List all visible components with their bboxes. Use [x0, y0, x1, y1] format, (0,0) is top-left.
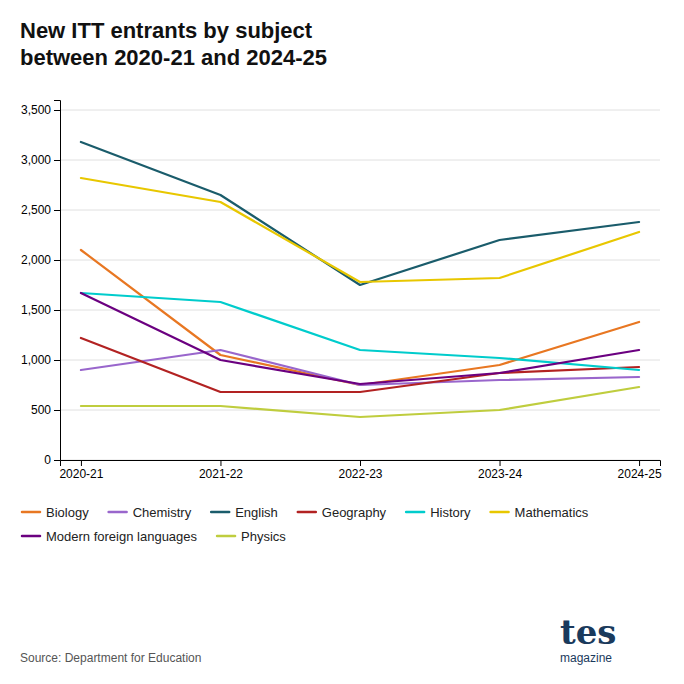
y-tick: 1,500 — [21, 303, 60, 317]
legend-item: Chemistry — [109, 505, 192, 520]
series-line — [81, 350, 639, 385]
grid-line — [60, 310, 660, 311]
y-tick-mark — [54, 260, 60, 261]
x-tick-label: 2022-23 — [338, 467, 382, 481]
series-line — [81, 293, 639, 384]
legend-item: Modern foreign languages — [22, 529, 198, 544]
legend: Biology Chemistry English Geography History M… — [22, 505, 589, 544]
x-tick: 2020-21 — [59, 460, 103, 481]
x-tick-label: 2023-24 — [478, 467, 522, 481]
grid-line — [60, 110, 660, 111]
x-tick-label: 2020-21 — [59, 467, 103, 481]
legend-swatch — [22, 535, 40, 538]
legend-swatch — [211, 511, 229, 514]
y-tick-mark — [54, 410, 60, 411]
y-tick-mark — [54, 110, 60, 111]
legend-item: Geography — [298, 505, 387, 520]
legend-label: Mathematics — [515, 505, 589, 520]
y-tick-label: 2,000 — [21, 253, 51, 267]
legend-swatch — [298, 511, 316, 514]
y-tick-mark — [54, 160, 60, 161]
legend-item: English — [211, 505, 278, 520]
plot-area: 0 500 1,000 1,500 2,000 2,500 3,000 3,500 2020-2… — [21, 101, 662, 481]
x-tick-mark — [220, 460, 221, 466]
x-tick-label: 2021-22 — [199, 467, 243, 481]
x-tick: 2021-22 — [199, 460, 243, 481]
legend-swatch — [406, 511, 424, 514]
grid-line — [60, 410, 660, 411]
legend-label: Chemistry — [133, 505, 192, 520]
legend-item: Biology — [22, 505, 89, 520]
legend-swatch — [22, 511, 40, 514]
grid — [60, 110, 660, 460]
legend-label: Geography — [322, 505, 387, 520]
series-line — [81, 250, 639, 385]
y-axis: 0 500 1,000 1,500 2,000 2,500 3,000 3,500 — [21, 101, 61, 468]
series-line — [81, 178, 639, 282]
legend-item: History — [406, 505, 471, 520]
logo-text: tes — [560, 612, 616, 652]
source-note: Source: Department for Education — [20, 651, 201, 665]
legend-label: History — [430, 505, 471, 520]
y-tick: 1,000 — [21, 353, 60, 367]
y-axis-line — [54, 101, 61, 461]
y-tick-label: 0 — [44, 453, 51, 467]
series-line — [81, 142, 639, 285]
y-tick: 0 — [44, 453, 60, 467]
y-tick-label: 1,000 — [21, 353, 51, 367]
legend-label: Physics — [241, 529, 286, 544]
x-tick-mark — [639, 460, 640, 466]
y-tick: 2,500 — [21, 203, 60, 217]
chart: New ITT entrants by subjectbetween 2020-… — [0, 0, 684, 684]
legend-swatch — [217, 535, 235, 538]
x-tick-label: 2024-25 — [618, 467, 662, 481]
legend-label: Biology — [46, 505, 89, 520]
y-tick: 500 — [31, 403, 60, 417]
y-tick-label: 3,000 — [21, 153, 51, 167]
y-tick-mark — [54, 360, 60, 361]
legend-swatch — [491, 511, 509, 514]
y-tick: 2,000 — [21, 253, 60, 267]
legend-item: Mathematics — [491, 505, 589, 520]
y-tick: 3,000 — [21, 153, 60, 167]
y-tick-label: 2,500 — [21, 203, 51, 217]
y-tick-label: 3,500 — [21, 103, 51, 117]
y-tick-mark — [54, 460, 60, 461]
x-tick: 2022-23 — [338, 460, 382, 481]
logo-subtext: magazine — [560, 651, 612, 665]
x-axis-line — [61, 461, 661, 467]
y-tick-label: 500 — [31, 403, 51, 417]
x-tick: 2024-25 — [618, 460, 662, 481]
legend-item: Physics — [217, 529, 286, 544]
series-line — [81, 387, 639, 417]
x-tick-mark — [81, 460, 82, 466]
grid-line — [60, 160, 660, 161]
y-tick-label: 1,500 — [21, 303, 51, 317]
x-tick: 2023-24 — [478, 460, 522, 481]
y-tick: 3,500 — [21, 103, 60, 117]
y-tick-mark — [54, 210, 60, 211]
grid-line — [60, 210, 660, 211]
x-axis: 2020-21 2021-22 2022-23 2023-24 2024-25 — [59, 460, 662, 481]
x-tick-mark — [500, 460, 501, 466]
grid-line — [60, 260, 660, 261]
title: New ITT entrants by subjectbetween 2020-… — [20, 18, 327, 70]
legend-label: English — [235, 505, 278, 520]
series-group — [81, 142, 639, 417]
legend-swatch — [109, 511, 127, 514]
series-line — [81, 293, 639, 370]
y-tick-mark — [54, 310, 60, 311]
x-tick-mark — [360, 460, 361, 466]
legend-label: Modern foreign languages — [46, 529, 198, 544]
